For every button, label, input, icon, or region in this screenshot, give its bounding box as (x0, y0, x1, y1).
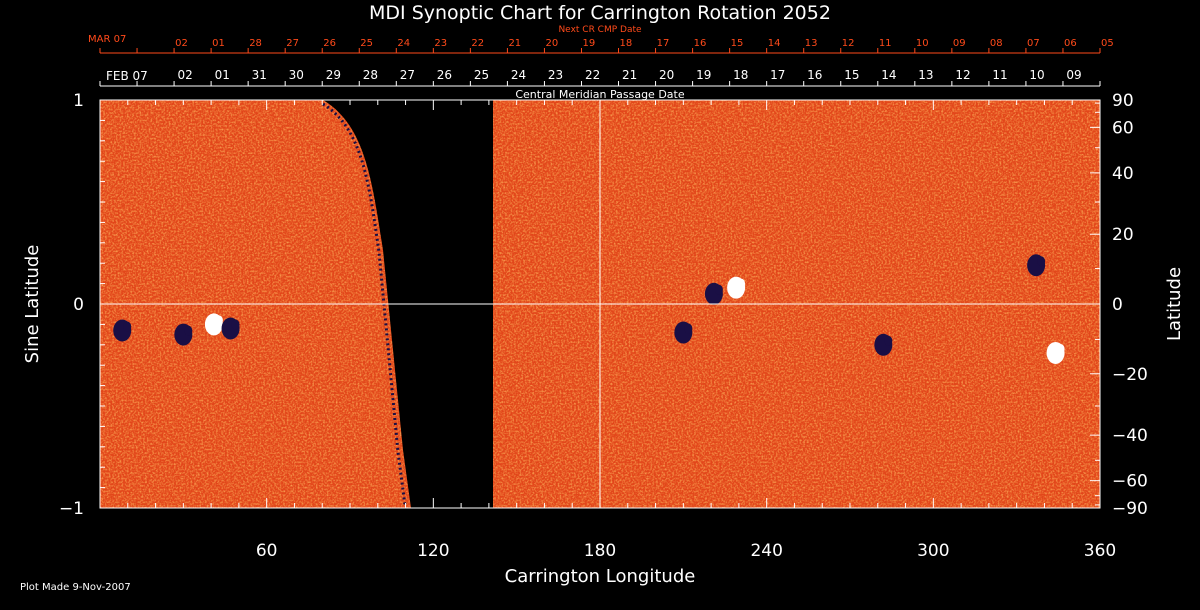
cmp-date-label: 26 (437, 68, 452, 82)
active-region-fleck (231, 319, 240, 330)
cmp-date-label: 13 (918, 68, 933, 82)
active-region-fleck (1056, 343, 1065, 354)
next-cmp-date-label: 06 (1064, 38, 1077, 49)
next-cmp-date-label: 01 (212, 38, 225, 49)
x-tick-label: 300 (917, 541, 949, 561)
cmp-date-label: 14 (881, 68, 896, 82)
y-left-tick-label: −1 (59, 499, 84, 519)
active-regions (113, 254, 1065, 364)
cmp-date-label: 09 (1066, 68, 1081, 82)
next-cmp-date-label: 25 (360, 38, 373, 49)
active-region-fleck (1037, 256, 1046, 267)
next-cmp-date-label: 18 (620, 38, 633, 49)
cmp-date-label: 28 (363, 68, 378, 82)
next-cmp-date-label: 20 (545, 38, 558, 49)
next-cmp-date-label: 26 (323, 38, 336, 49)
y-right-tick-label: −60 (1112, 472, 1148, 492)
y-right-tick-label: 0 (1112, 295, 1123, 315)
cmp-date-label: 16 (807, 68, 822, 82)
next-cmp-date-label: 12 (842, 38, 855, 49)
cmp-ticks: 02 01 31 30 29 28 27 26 25 24 23 22 21 20 19 18 17 16 15 14… (99, 68, 1101, 86)
y-left-tick-label: 0 (73, 295, 84, 315)
chart-title: MDI Synoptic Chart for Carrington Rotati… (369, 2, 831, 24)
next-cmp-date-label: 14 (768, 38, 781, 49)
next-cmp-date-label: 28 (249, 38, 262, 49)
next-cmp-date-label: 11 (879, 38, 892, 49)
y-right-tick-label: 20 (1112, 225, 1134, 245)
next-cmp-date-label: 17 (657, 38, 670, 49)
next-cmp-date-label: 22 (471, 38, 484, 49)
cmp-date-label: 19 (696, 68, 711, 82)
cmp-date-label: 15 (844, 68, 859, 82)
active-region-fleck (184, 325, 193, 336)
active-region-fleck (123, 321, 132, 332)
y-left-tick-label: 1 (73, 91, 84, 111)
y-right-axis-label: Latitude (1164, 267, 1185, 341)
next-cmp-date-label: 09 (953, 38, 966, 49)
missing-data-region (148, 100, 493, 508)
next-cmp-date-label: 15 (731, 38, 744, 49)
active-region-fleck (737, 278, 746, 289)
next-cmp-date-label: 21 (508, 38, 521, 49)
y-left-ticks: −1 0 1 (59, 91, 110, 519)
cmp-axis-label: Central Meridian Passage Date (515, 88, 684, 101)
x-tick-label: 120 (417, 541, 449, 561)
y-right-tick-label: 90 (1112, 91, 1134, 111)
y-right-ticks: −90 −60 −40 −20 0 20 40 60 90 (1090, 91, 1148, 519)
cmp-date-label: 21 (622, 68, 637, 82)
next-cmp-date-label: 16 (694, 38, 707, 49)
active-region-fleck (684, 323, 693, 334)
next-cmp-start-label: MAR 07 (88, 34, 126, 45)
x-tick-label: 60 (256, 541, 278, 561)
cmp-date-label: 18 (733, 68, 748, 82)
x-axis-ticks: 60 120 180 240 300 360 (99, 100, 1116, 561)
y-right-tick-label: −90 (1112, 499, 1148, 519)
x-tick-label: 240 (750, 541, 782, 561)
next-cmp-date-label: 02 (175, 38, 188, 49)
next-cmp-date-label: 07 (1027, 38, 1040, 49)
next-cmp-date-label: 23 (434, 38, 447, 49)
y-right-tick-label: −20 (1112, 365, 1148, 385)
y-right-tick-label: 60 (1112, 118, 1134, 138)
cmp-date-label: 20 (659, 68, 674, 82)
cmp-date-label: 11 (992, 68, 1007, 82)
plot-made-footer: Plot Made 9-Nov-2007 (20, 582, 131, 593)
next-cmp-date-label: 08 (990, 38, 1003, 49)
next-cmp-date-label: 13 (805, 38, 818, 49)
cmp-date-label: 24 (511, 68, 526, 82)
cmp-start-label: FEB 07 (106, 69, 148, 83)
x-tick-label: 180 (584, 541, 616, 561)
cmp-date-label: 17 (770, 68, 785, 82)
active-region-fleck (214, 315, 223, 326)
cmp-date-label: 01 (215, 68, 230, 82)
cmp-date-label: 22 (585, 68, 600, 82)
next-cmp-date-label: 05 (1101, 38, 1114, 49)
y-left-axis-label: Sine Latitude (22, 245, 43, 364)
active-region-fleck (884, 335, 893, 346)
cmp-date-label: 23 (548, 68, 563, 82)
next-cmp-ticks: 02 01 28 27 26 25 24 23 22 21 20 19 18 17 16 15 14 13 12 11… (99, 38, 1114, 53)
x-axis-label: Carrington Longitude (505, 566, 696, 587)
y-right-tick-label: −40 (1112, 426, 1148, 446)
cmp-date-label: 27 (400, 68, 415, 82)
cmp-date-label: 29 (326, 68, 341, 82)
cmp-date-label: 31 (252, 68, 267, 82)
cmp-date-label: 02 (178, 68, 193, 82)
next-cmp-date-label: 10 (916, 38, 929, 49)
y-right-tick-label: 40 (1112, 164, 1134, 184)
cmp-date-label: 10 (1029, 68, 1044, 82)
next-cmp-date-label: 19 (583, 38, 596, 49)
x-tick-label: 360 (1084, 541, 1116, 561)
cmp-date-label: 30 (289, 68, 304, 82)
next-cmp-date-label: 24 (397, 38, 410, 49)
next-cmp-date-label: 27 (286, 38, 299, 49)
next-cmp-axis-label: Next CR CMP Date (558, 25, 642, 35)
cmp-date-label: 12 (955, 68, 970, 82)
active-region-fleck (714, 284, 723, 295)
cmp-date-label: 25 (474, 68, 489, 82)
